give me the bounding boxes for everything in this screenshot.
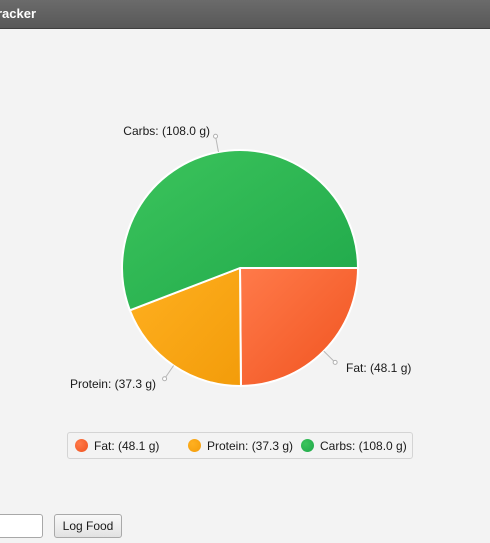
leader-dot-carbs bbox=[213, 133, 219, 139]
leader-line-carbs bbox=[215, 136, 219, 153]
pie-slice-carbs bbox=[121, 149, 360, 312]
window-title: racker bbox=[0, 6, 37, 21]
chart-legend: Fat: (48.1 g) Protein: (37.3 g) Carbs: (10… bbox=[67, 432, 413, 459]
legend-item-fat: Fat: (48.1 g) bbox=[75, 433, 159, 458]
legend-swatch-fat bbox=[75, 439, 88, 452]
slice-label-carbs: Carbs: (108.0 g) bbox=[123, 124, 210, 138]
log-food-button[interactable]: Log Food bbox=[54, 514, 122, 538]
legend-label-protein: Protein: (37.3 g) bbox=[207, 438, 294, 453]
pie-slice-fat bbox=[238, 267, 360, 388]
legend-item-carbs: Carbs: (108.0 g) bbox=[301, 433, 407, 458]
leader-line-protein bbox=[164, 365, 175, 380]
slice-label-fat: Fat: (48.1 g) bbox=[346, 361, 411, 375]
legend-item-protein: Protein: (37.3 g) bbox=[188, 433, 293, 458]
legend-label-carbs: Carbs: (108.0 g) bbox=[320, 438, 407, 453]
legend-swatch-carbs bbox=[301, 439, 314, 452]
legend-label-fat: Fat: (48.1 g) bbox=[94, 438, 160, 453]
leader-dot-protein bbox=[162, 376, 168, 382]
legend-swatch-protein bbox=[188, 439, 201, 452]
leader-line-fat bbox=[323, 350, 336, 363]
window-titlebar: racker bbox=[0, 0, 490, 29]
leader-dot-fat bbox=[332, 359, 338, 365]
food-input[interactable] bbox=[0, 514, 43, 538]
slice-label-protein: Protein: (37.3 g) bbox=[70, 377, 156, 391]
